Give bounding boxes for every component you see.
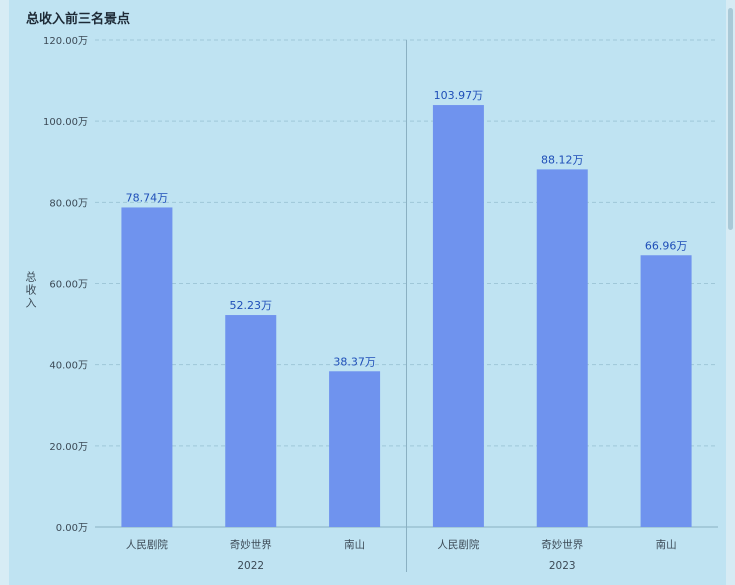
x-tick-label: 南山: [344, 538, 365, 551]
data-label: 88.12万: [541, 153, 584, 166]
y-axis-label: 入: [26, 297, 37, 310]
y-axis-label: 收: [26, 283, 37, 297]
y-tick-label: 40.00万: [49, 361, 88, 372]
data-label: 78.74万: [126, 191, 169, 204]
bar: [329, 371, 381, 527]
y-axis-label: 总: [26, 270, 37, 284]
y-tick-label: 0.00万: [56, 523, 88, 534]
scrollbar-thumb[interactable]: [728, 8, 733, 230]
scrollbar[interactable]: [726, 0, 735, 585]
bar: [432, 105, 484, 527]
y-tick-label: 100.00万: [43, 117, 88, 128]
data-label: 52.23万: [230, 299, 273, 312]
data-label: 103.97万: [434, 89, 484, 102]
x-tick-label: 奇妙世界: [230, 538, 272, 551]
bar: [225, 315, 277, 527]
data-label: 38.37万: [333, 355, 376, 368]
left-border: [0, 0, 9, 585]
y-tick-label: 80.00万: [49, 198, 88, 209]
bar: [536, 169, 588, 527]
x-tick-label: 人民剧院: [437, 538, 479, 551]
group-label: 2022: [237, 560, 264, 572]
y-tick-label: 20.00万: [49, 442, 88, 453]
bar: [121, 207, 173, 527]
data-label: 66.96万: [645, 239, 688, 252]
x-tick-label: 人民剧院: [126, 538, 168, 551]
y-tick-label: 120.00万: [43, 36, 88, 47]
x-tick-label: 南山: [656, 538, 677, 551]
group-label: 2023: [549, 560, 576, 572]
chart-title: 总收入前三名景点: [26, 12, 131, 27]
x-tick-label: 奇妙世界: [541, 538, 583, 551]
bar: [640, 255, 692, 527]
y-tick-label: 60.00万: [49, 280, 88, 291]
